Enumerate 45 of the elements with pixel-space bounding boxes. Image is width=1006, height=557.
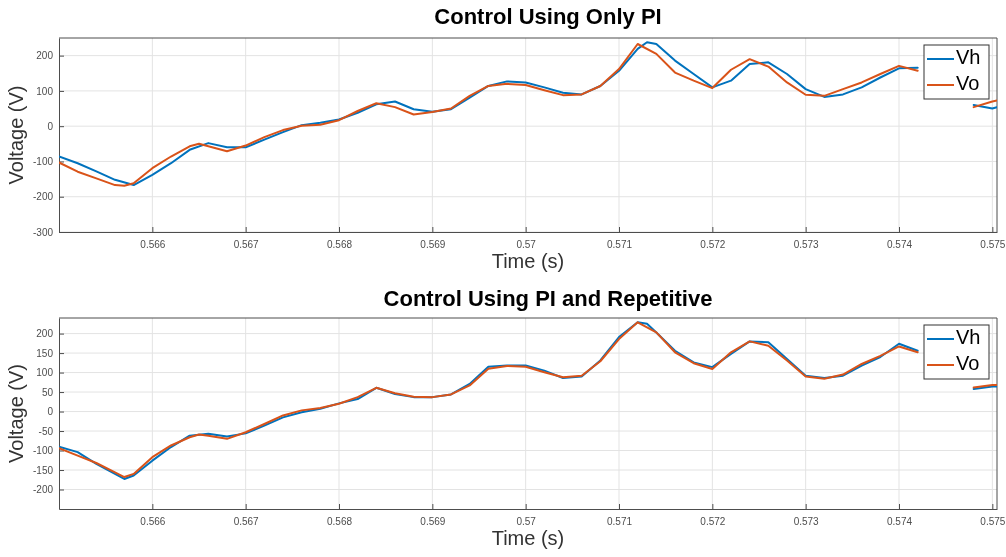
y-tick-label: -200	[32, 484, 54, 496]
x-tick-label: 0.567	[233, 516, 260, 528]
x-tick-label: 0.569	[420, 239, 446, 251]
legend-label: Vo	[956, 352, 980, 375]
y-tick-label: 200	[36, 328, 54, 340]
y-tick-label: 50	[41, 386, 54, 398]
x-tick-label: 0.573	[793, 516, 820, 528]
x-axis-title: Time (s)	[491, 527, 565, 549]
x-tick-label: 0.574	[886, 516, 913, 528]
y-tick-label: 200	[36, 50, 54, 62]
x-tick-label: 0.567	[233, 239, 260, 251]
x-tick-label: 0.571	[606, 239, 633, 251]
chart-title: Control Using Only PI	[434, 3, 662, 29]
y-tick-label: 150	[36, 347, 54, 359]
x-tick-label: 0.568	[326, 239, 353, 251]
x-tick-label: 0.573	[793, 239, 820, 251]
x-axis-title: Time (s)	[491, 250, 565, 272]
x-tick-label: 0.566	[140, 239, 166, 251]
x-tick-label: 0.575	[980, 516, 1006, 528]
x-tick-label: 0.566	[140, 516, 166, 528]
x-tick-label: 0.574	[886, 239, 913, 251]
x-tick-label: 0.572	[700, 239, 726, 251]
x-tick-label: 0.571	[606, 516, 633, 528]
y-tick-label: -200	[32, 191, 54, 203]
legend-label: Vh	[956, 326, 981, 349]
y-tick-label: -300	[32, 226, 54, 238]
x-tick-label: 0.572	[700, 516, 726, 528]
y-tick-label: -100	[32, 445, 54, 457]
y-tick-label: -50	[38, 425, 54, 437]
x-tick-label: 0.575	[980, 239, 1006, 251]
legend-label: Vh	[956, 46, 981, 69]
y-tick-label: 0	[47, 406, 54, 418]
legend-label: Vo	[956, 72, 980, 95]
y-tick-label: -100	[32, 156, 54, 168]
x-tick-label: 0.569	[420, 516, 446, 528]
y-axis-title: Voltage (V)	[5, 85, 27, 185]
y-tick-label: 0	[47, 120, 54, 132]
y-tick-label: -150	[32, 464, 54, 476]
x-tick-label: 0.568	[326, 516, 353, 528]
y-axis-title: Voltage (V)	[5, 364, 27, 463]
y-tick-label: 100	[36, 367, 54, 379]
chart-title: Control Using PI and Repetitive	[383, 285, 713, 311]
x-tick-label: 0.57	[516, 516, 537, 528]
y-tick-label: 100	[36, 85, 54, 97]
x-tick-label: 0.57	[516, 239, 537, 251]
